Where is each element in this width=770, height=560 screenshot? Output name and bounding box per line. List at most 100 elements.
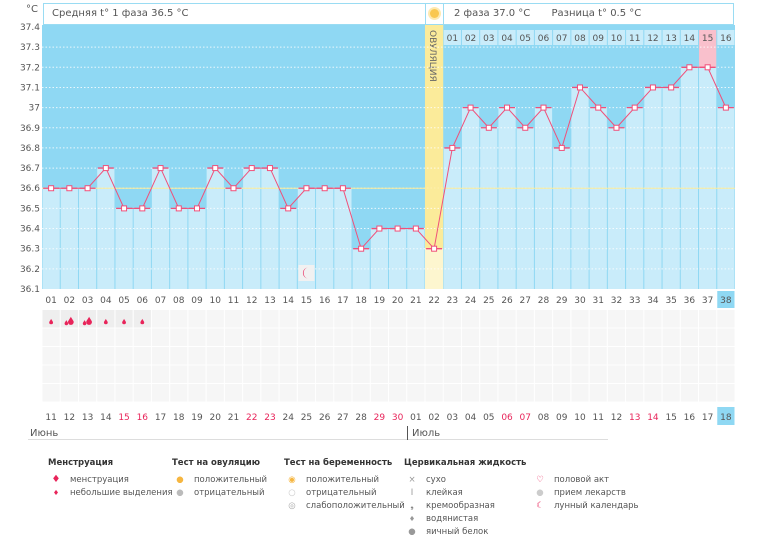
y-tick-label: 36.6 xyxy=(20,184,40,194)
egg-white-icon: ● xyxy=(408,526,416,537)
symptom-cell xyxy=(626,347,644,365)
phase2-day-cell xyxy=(443,30,461,45)
symptom-cell xyxy=(115,365,133,383)
temperature-point xyxy=(686,64,693,71)
symptom-cell xyxy=(443,347,461,365)
menstruation-icon xyxy=(64,320,69,326)
symptom-cell xyxy=(42,384,60,402)
y-tick-label: 37.3 xyxy=(20,43,40,53)
symptom-cell xyxy=(389,347,407,365)
symptom-cell xyxy=(352,310,370,328)
symptom-cell xyxy=(170,328,188,346)
temperature-point xyxy=(248,165,255,172)
temperature-point xyxy=(467,104,474,111)
symptom-cell xyxy=(699,347,717,365)
month-separator xyxy=(407,426,408,440)
y-tick-label: 36.5 xyxy=(20,204,40,214)
symptom-cell xyxy=(97,310,115,328)
moon-icon: ☾ xyxy=(536,500,544,511)
phase2-day-label: 09 xyxy=(592,34,604,44)
symptom-cell xyxy=(115,347,133,365)
symptom-cell xyxy=(662,384,680,402)
symptom-cell xyxy=(589,347,607,365)
cycle-day-label: 30 xyxy=(574,296,586,306)
temperature-bar xyxy=(42,188,60,289)
cycle-day-label: 14 xyxy=(282,296,294,306)
ovulation-positive-icon: ● xyxy=(176,474,184,485)
temperature-bar xyxy=(370,228,388,289)
temperature-bar xyxy=(334,188,352,289)
spotting-icon xyxy=(122,318,126,325)
date-label: 17 xyxy=(702,413,713,423)
symptom-cell xyxy=(680,328,699,346)
symptom-cell xyxy=(60,328,78,346)
temperature-point xyxy=(212,165,219,172)
temperature-point xyxy=(412,225,419,232)
symptom-cell xyxy=(461,310,480,328)
temperature-bar xyxy=(389,228,407,289)
temperature-point xyxy=(595,104,602,111)
symptom-cell xyxy=(316,310,334,328)
symptom-cell xyxy=(151,384,170,402)
spotting-icon: ♦ xyxy=(52,488,60,497)
phase2-day-label: 06 xyxy=(538,34,550,44)
symptom-cell xyxy=(662,328,680,346)
symptom-cell xyxy=(626,310,644,328)
cycle-day-label: 08 xyxy=(173,296,185,306)
phase2-day-cell xyxy=(589,30,607,45)
symptom-cell xyxy=(279,328,297,346)
symptom-cell xyxy=(443,328,461,346)
menstruation-icon: ♦ xyxy=(51,474,61,485)
symptom-cell xyxy=(425,310,443,328)
symptom-cell xyxy=(370,384,388,402)
date-label: 18 xyxy=(173,413,185,423)
temperature-point xyxy=(449,144,456,151)
symptom-cell xyxy=(626,384,644,402)
symptom-cell xyxy=(224,347,243,365)
temperature-bar xyxy=(498,107,516,289)
date-label: 12 xyxy=(611,413,622,423)
legend-label: сухо xyxy=(426,474,446,485)
temperature-point xyxy=(631,104,638,111)
cycle-day-label: 21 xyxy=(410,296,421,306)
sun-icon xyxy=(430,9,439,18)
temperature-bar xyxy=(626,107,644,289)
symptom-cell xyxy=(224,384,243,402)
symptom-cell xyxy=(243,310,261,328)
legend-title: Тест на овуляцию xyxy=(172,458,261,468)
symptom-cell xyxy=(644,365,662,383)
symptom-cell xyxy=(133,365,151,383)
cycle-day-label: 17 xyxy=(337,296,348,306)
temperature-point xyxy=(84,185,91,192)
cycle-day-label: 24 xyxy=(465,296,477,306)
temperature-bar xyxy=(206,168,224,289)
symptom-cell xyxy=(498,347,516,365)
symptom-cell xyxy=(279,384,297,402)
phase2-day-cell xyxy=(461,30,480,45)
symptom-cell xyxy=(243,347,261,365)
legend-label: слабоположительный xyxy=(306,500,405,511)
phase2-day-label: 07 xyxy=(556,34,567,44)
cycle-day-label: 03 xyxy=(82,296,93,306)
symptom-cell xyxy=(389,310,407,328)
symptom-cell xyxy=(461,347,480,365)
temperature-bar xyxy=(680,67,699,289)
y-tick-label: 36.1 xyxy=(20,285,40,295)
date-label: 04 xyxy=(465,413,477,423)
symptom-cell xyxy=(279,310,297,328)
cycle-day-label: 23 xyxy=(447,296,458,306)
temperature-point xyxy=(66,185,73,192)
symptom-cell xyxy=(261,347,279,365)
temperature-point xyxy=(358,245,365,252)
ovulation-label: ОВУЛЯЦИЯ xyxy=(427,30,437,82)
temperature-line xyxy=(51,66,727,250)
symptom-cell xyxy=(60,310,78,328)
symptom-cell xyxy=(461,365,480,383)
symptom-cell xyxy=(553,365,571,383)
y-tick-label: 37.1 xyxy=(20,83,40,93)
cycle-day-label: 09 xyxy=(191,296,203,306)
symptom-cell xyxy=(97,328,115,346)
phase2-day-label: 13 xyxy=(665,34,676,44)
symptom-cell xyxy=(607,310,626,328)
date-label: 26 xyxy=(319,413,331,423)
